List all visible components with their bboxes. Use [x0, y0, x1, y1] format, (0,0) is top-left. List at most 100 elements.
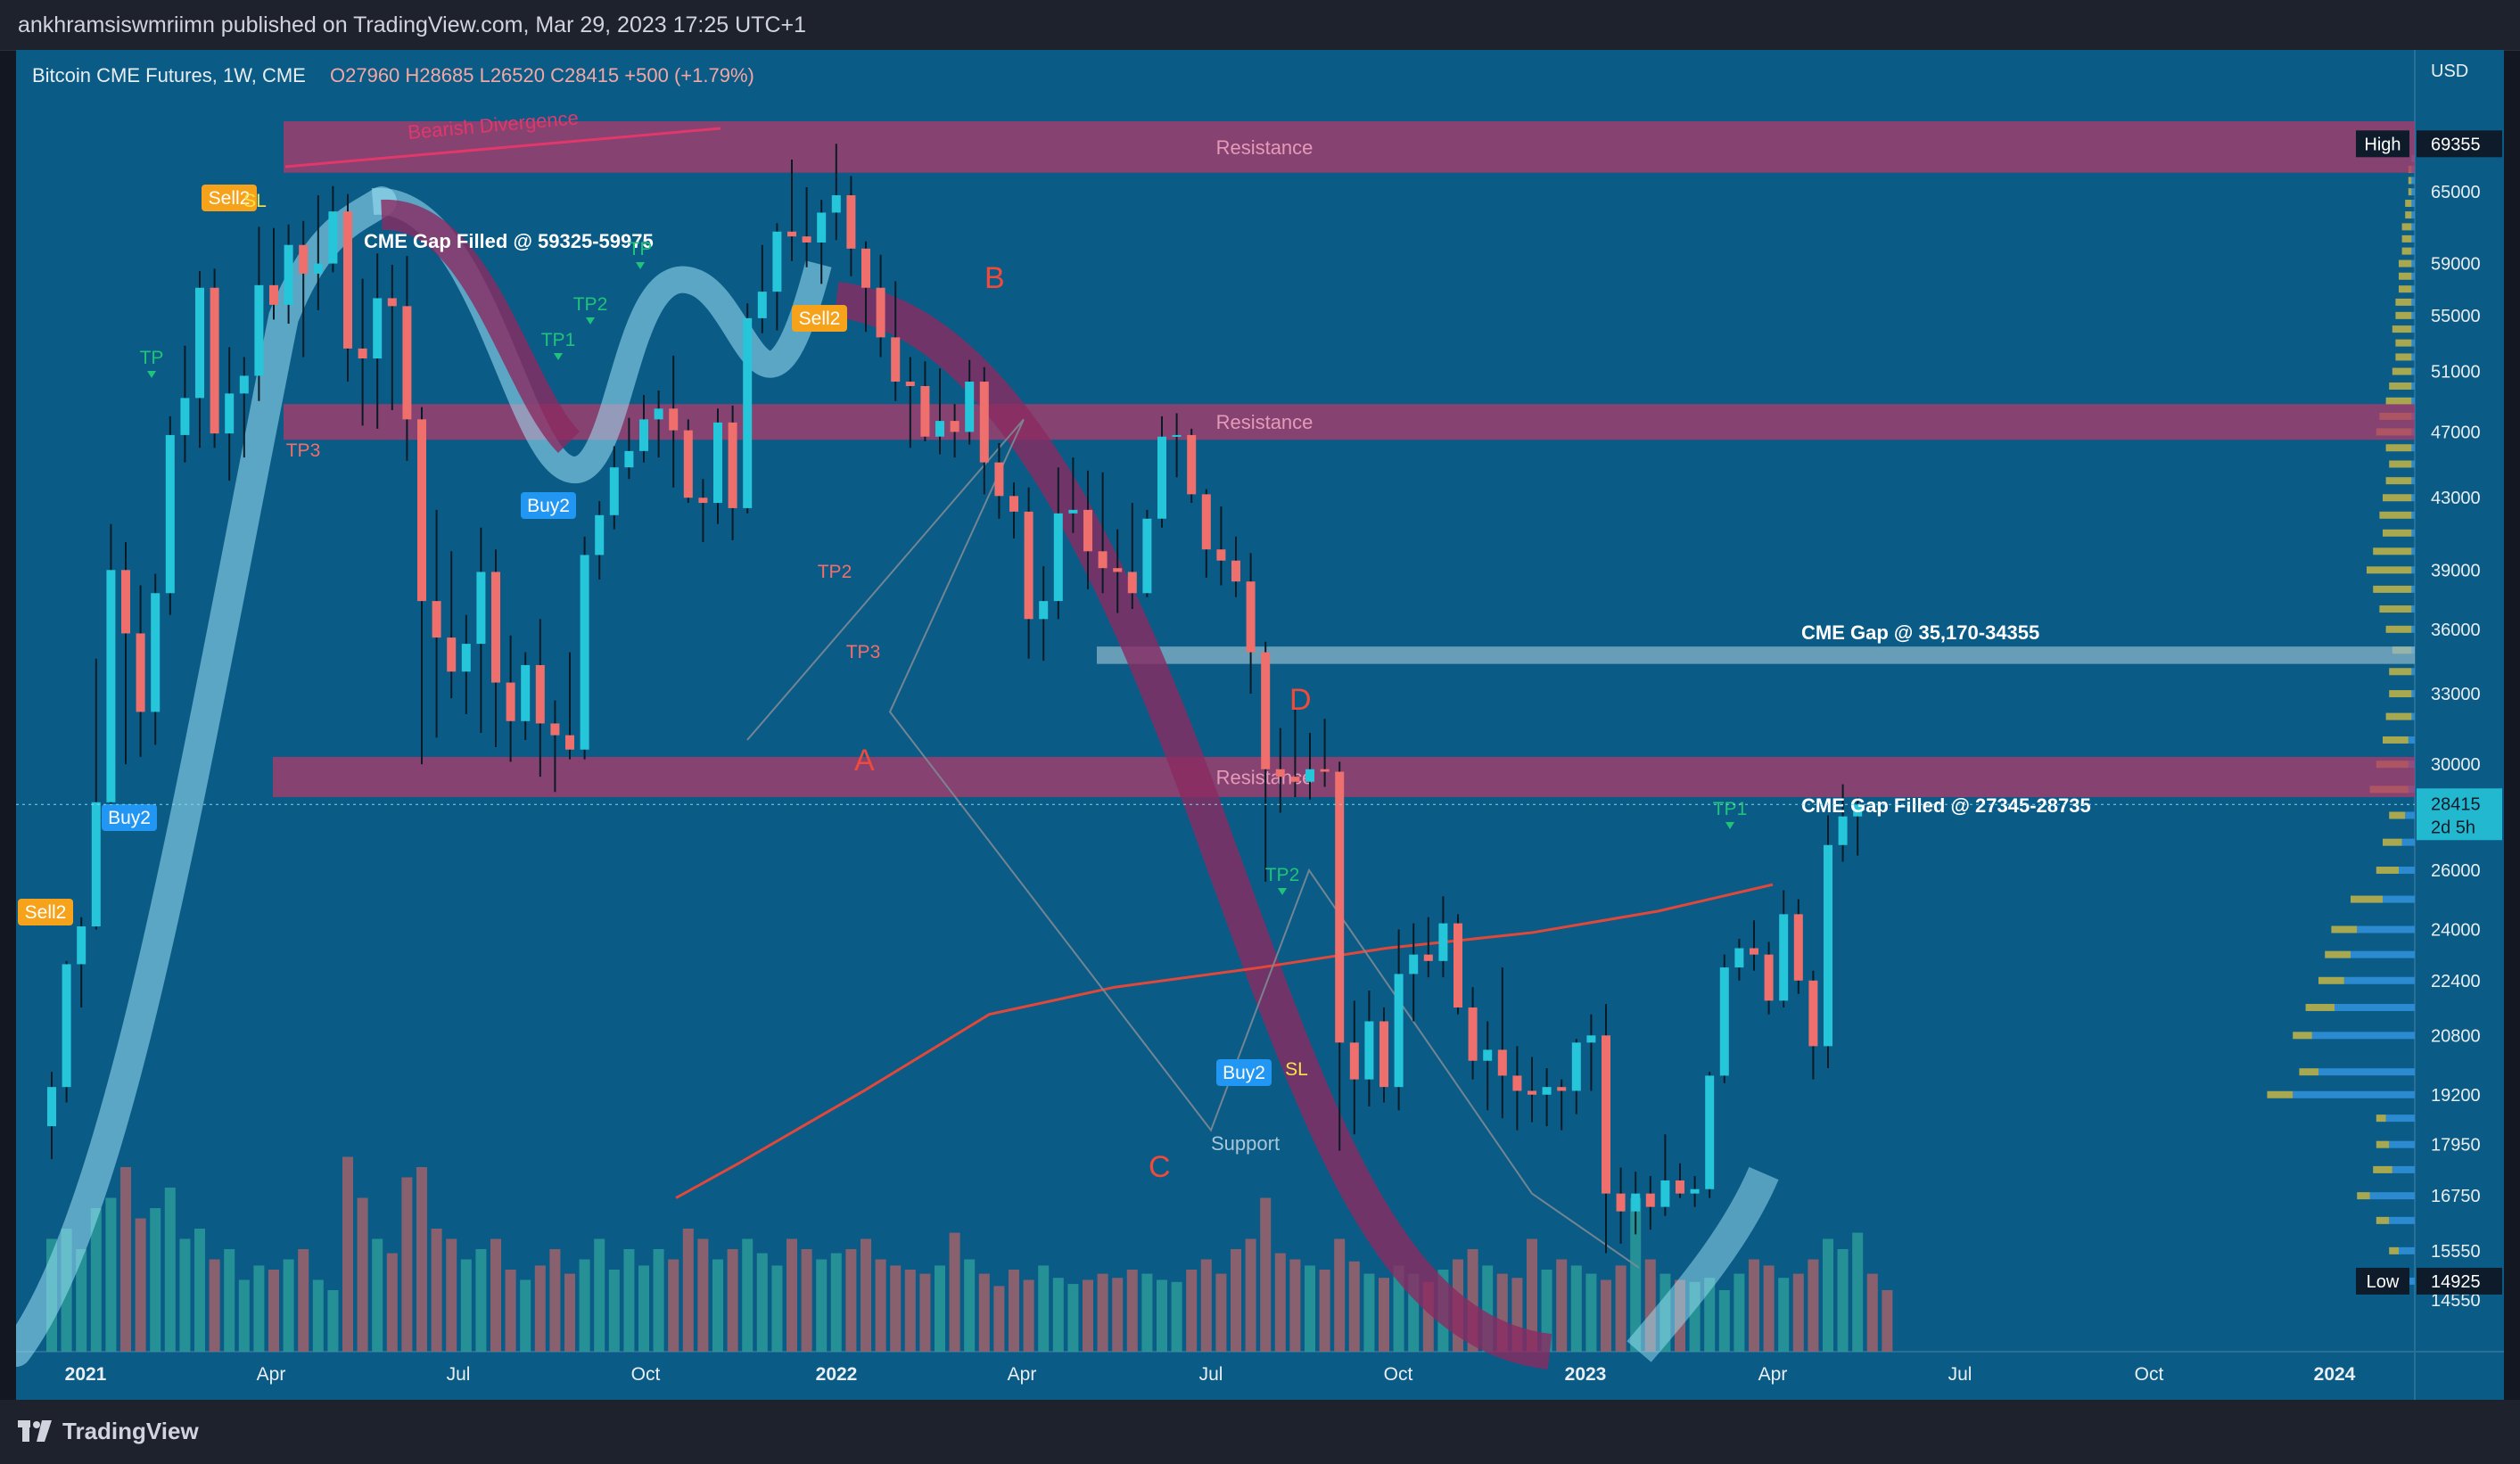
candle-body [1454, 923, 1462, 1008]
candle-body [91, 802, 101, 927]
volume-bar [120, 1167, 131, 1352]
high-value: 69355 [2431, 135, 2481, 154]
volume-bar [342, 1156, 353, 1352]
tp2-label: TP2 [1265, 865, 1300, 885]
volume-bar [416, 1167, 427, 1352]
candle-body [210, 287, 219, 434]
time-tick: 2024 [2314, 1364, 2356, 1385]
volume-bar [697, 1238, 709, 1352]
tp-label-marker [636, 262, 645, 269]
candle-body [476, 572, 486, 645]
price-tick: 33000 [2431, 685, 2481, 704]
volume-profile-bar-yellow [2357, 1192, 2370, 1200]
volume-bar [816, 1259, 828, 1352]
axes: Bitcoin CME Futures, 1W, CME O27960 H2868… [16, 62, 2502, 1385]
low-label: Low [2367, 1272, 2400, 1292]
volume-bar [1837, 1249, 1849, 1352]
volume-bar [623, 1249, 635, 1352]
volume-profile-bar-yellow [2389, 460, 2412, 468]
price-tick: 17950 [2431, 1136, 2481, 1156]
candle-body [743, 317, 753, 508]
candle-body [1053, 513, 1063, 602]
candle-body [535, 664, 545, 724]
candle-body [402, 306, 412, 420]
candle-body [151, 593, 161, 712]
volume-bar [298, 1249, 309, 1352]
zigzag [746, 418, 1640, 1269]
volume-profile-bar-blue [2392, 1165, 2415, 1173]
tp3-label-red: TP3 [846, 642, 881, 662]
volume-bar [1379, 1278, 1389, 1352]
volume-profile-bar-blue [2411, 339, 2415, 347]
volume-profile-bar-yellow [2389, 1246, 2399, 1254]
candle-body [1172, 434, 1182, 437]
candle-body [1602, 1035, 1610, 1194]
price-tick: 39000 [2431, 561, 2481, 580]
tp2-label-marker [1278, 888, 1287, 895]
tradingview-logo[interactable]: TradingView [18, 1418, 199, 1445]
price-tick: 26000 [2431, 861, 2481, 881]
high-label: High [2364, 135, 2401, 154]
volume-profile-bar-yellow [2267, 1090, 2294, 1098]
volume-bar [935, 1265, 945, 1352]
volume-bar [579, 1259, 590, 1352]
volume-profile-bar-yellow [2379, 605, 2412, 613]
volume-bar [564, 1273, 575, 1352]
volume-profile-bar-blue [2351, 950, 2415, 958]
candle-body [580, 555, 589, 750]
time-tick: Jul [1948, 1364, 1972, 1385]
volume-profile-bar-blue [2411, 477, 2415, 485]
symbol-title: Bitcoin CME Futures, 1W, CME [32, 64, 306, 86]
divergence-line [284, 127, 721, 169]
tp2-label: TP2 [573, 294, 608, 315]
candle-body [639, 419, 648, 451]
candle-body [254, 284, 264, 376]
buy2-badge-bg [1216, 1059, 1272, 1086]
candle-body [1127, 572, 1137, 594]
candle-body [1009, 496, 1018, 512]
volume-profile-bar-yellow [2367, 566, 2412, 574]
volume-profile-bar-blue [2311, 1032, 2415, 1040]
volume-bar [1260, 1197, 1272, 1352]
volume-bar [1215, 1273, 1227, 1352]
volume-bar [164, 1188, 176, 1352]
volume-bar [1083, 1279, 1093, 1352]
resistance-label: Resistance [1216, 411, 1314, 433]
time-tick: Jul [447, 1364, 471, 1385]
volume-bar [1792, 1273, 1804, 1352]
volume-bar [1527, 1238, 1537, 1352]
candle-body [609, 467, 619, 515]
candle-body [1750, 948, 1758, 955]
volume-profile-bar-yellow [2376, 1216, 2390, 1224]
volume-profile-bar-yellow [2395, 339, 2412, 347]
candle-body [77, 926, 86, 965]
volume-profile-bar-blue [2411, 247, 2415, 255]
sl-label: SL [1285, 1059, 1308, 1080]
chart-frame[interactable]: Resistance Resistance Resistance Bearish D… [16, 50, 2504, 1400]
candle-body [1808, 980, 1818, 1047]
candle-body [1083, 509, 1092, 552]
volume-profile-bar-yellow [2376, 1114, 2386, 1123]
price-tick: 20800 [2431, 1026, 2481, 1046]
volume-profile-bar-yellow [2383, 529, 2412, 537]
volume-bar [1289, 1259, 1301, 1352]
volume-bar [727, 1249, 738, 1352]
volume-bar [150, 1208, 161, 1352]
volume-bar [1112, 1278, 1124, 1352]
candle-body [1705, 1075, 1715, 1189]
candle-body [225, 393, 235, 434]
volume-profile-bar-blue [2389, 1140, 2415, 1148]
volume-bar [76, 1249, 87, 1352]
candle-body [772, 231, 782, 292]
candle-body [1631, 1193, 1641, 1212]
volume-bar [1585, 1273, 1597, 1352]
candle-body [1157, 436, 1166, 519]
volume-bar [460, 1259, 472, 1352]
candle-body [1497, 1049, 1507, 1076]
candle-body [491, 572, 500, 683]
candle-body [669, 408, 679, 431]
candle-body [284, 244, 293, 305]
candle-body [121, 570, 130, 634]
